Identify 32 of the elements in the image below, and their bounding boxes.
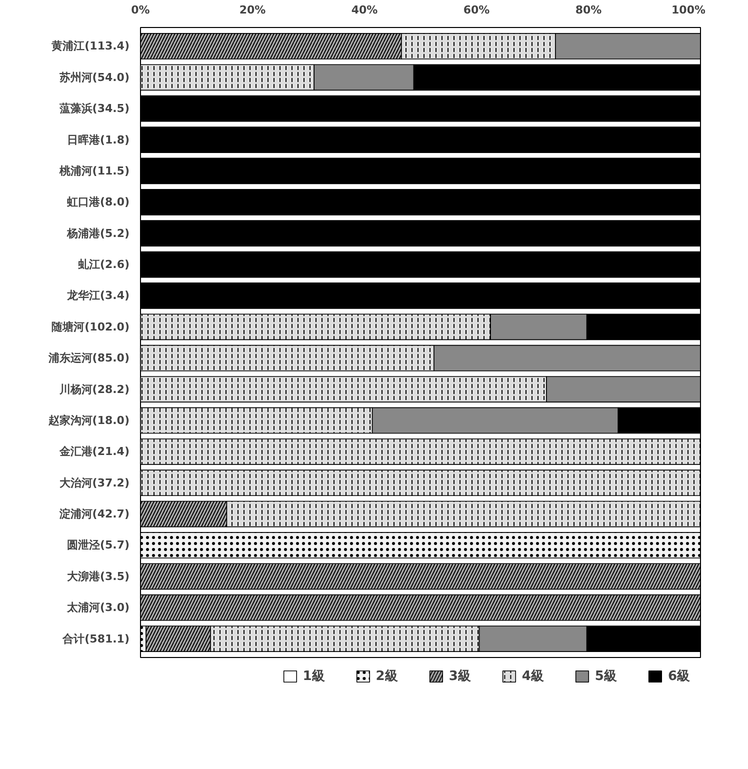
legend-label: 4級 [522, 668, 544, 685]
x-tick-label: 100% [672, 4, 706, 16]
legend-label: 3級 [448, 668, 471, 685]
legend-label: 2級 [376, 668, 398, 685]
y-tick-label: 龙华江(3.4) [66, 289, 130, 302]
y-tick-label: 赵家沟河(18.0) [47, 414, 130, 427]
y-tick-label: 苏州河(54.0) [58, 70, 130, 84]
y-tick-label: 圆泄泾(5.7) [66, 538, 130, 552]
y-tick-label: 蕰藻浜(34.5) [58, 102, 130, 116]
y-tick-label: 黄浦江(113.4) [50, 40, 130, 53]
x-tick-label: 40% [351, 4, 378, 16]
y-tick-label: 金汇港(21.4) [58, 445, 130, 458]
y-tick-label: 虹口港(8.0) [66, 196, 130, 209]
y-tick-label: 杨浦港(5.2) [66, 226, 130, 240]
legend-label: 6級 [668, 668, 690, 685]
x-tick-label: 0% [131, 4, 150, 16]
x-tick-label: 60% [463, 4, 490, 16]
x-tick-label: 80% [575, 4, 602, 16]
y-tick-label: 桃浦河(11.5) [58, 164, 130, 178]
y-tick-label: 合计(581.1) [62, 632, 130, 646]
y-tick-label: 太浦河(3.0) [66, 601, 130, 614]
y-tick-label: 淀浦河(42.7) [58, 508, 130, 521]
y-tick-label: 日晖港(1.8) [66, 133, 130, 146]
y-tick-label: 随塘河(102.0) [52, 320, 130, 334]
legend-label: 1級 [302, 668, 325, 685]
y-tick-label: 大治河(37.2) [59, 476, 130, 490]
y-tick-label: 川杨河(28.2) [58, 382, 130, 396]
x-tick-label: 20% [239, 4, 266, 16]
y-tick-label: 虬江(2.6) [78, 258, 130, 272]
legend-label: 5級 [594, 668, 617, 685]
y-tick-label: 浦东运河(85.0) [47, 352, 130, 365]
y-tick-label: 大泖港(3.5) [66, 570, 130, 583]
